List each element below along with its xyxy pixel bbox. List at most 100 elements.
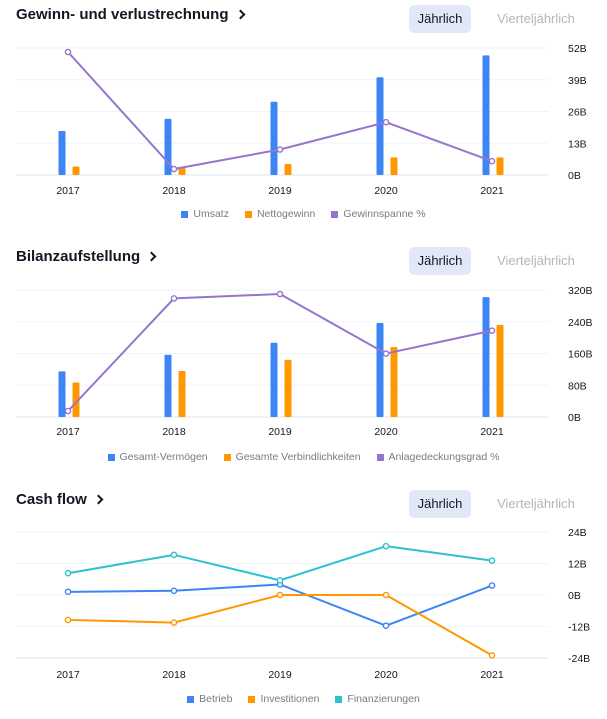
income-chart: 52B 39B 26B 13B 0B 2017 2018 2019 2020 2021 <box>16 43 587 197</box>
bar-gesamt-verm-gen <box>482 297 490 417</box>
x-tick-label: 2021 <box>480 426 504 438</box>
line-point <box>382 622 390 630</box>
legend-umsatz-swatch <box>181 210 189 218</box>
bar-gesamt-verm-gen <box>164 354 172 417</box>
line-point <box>276 290 284 298</box>
y-tick-label: 320B <box>568 285 593 297</box>
legend-gesamt-vermoegen-swatch <box>107 453 115 461</box>
line-point <box>276 146 284 153</box>
y-tick-label: 240B <box>568 317 593 329</box>
x-tick-label: 2019 <box>268 426 292 438</box>
legend-finanzierungen-swatch <box>335 695 343 703</box>
x-tick-label: 2020 <box>374 185 398 197</box>
cash-flow-section: Cash flow Jährlich Vierteljährlich 24B 12… <box>0 485 607 719</box>
line-point <box>382 118 390 126</box>
legend-anlagedeckungsgrad[interactable]: Anlagedeckungsgrad % <box>376 451 500 463</box>
line-point <box>170 165 178 173</box>
legend-gesamt-vermoegen[interactable]: Gesamt-Vermögen <box>107 451 208 463</box>
cash-quarterly-toggle[interactable]: Vierteljährlich <box>497 496 575 511</box>
legend-betrieb-label: Betrieb <box>199 693 233 705</box>
bar-gesamt-verm-gen <box>270 342 278 417</box>
line-point <box>64 407 72 415</box>
line-point <box>382 350 390 357</box>
bar-gesamte-verbindlichkeiten <box>72 382 80 417</box>
y-tick-label: 0B <box>568 590 581 602</box>
bar-umsatz <box>164 118 172 175</box>
income-title: Gewinn- und verlustrechnung <box>16 6 229 23</box>
line-point <box>64 569 72 577</box>
income-header: Gewinn- und verlustrechnung Jährlich Vie… <box>0 0 607 40</box>
legend-investitionen-label: Investitionen <box>260 693 320 705</box>
x-tick-label: 2020 <box>374 669 398 681</box>
line-point <box>64 48 72 56</box>
bar-umsatz <box>270 101 278 175</box>
line-point <box>382 542 390 550</box>
balance-title-link[interactable]: Bilanzaufstellung <box>16 248 157 265</box>
legend-betrieb-swatch <box>187 695 195 703</box>
legend-investitionen[interactable]: Investitionen <box>248 693 319 705</box>
y-tick-label: 0B <box>568 170 581 182</box>
balance-quarterly-toggle[interactable]: Vierteljährlich <box>497 253 575 268</box>
balance-legend: Gesamt-Vermögen Gesamte Verbindlichkeite… <box>0 451 607 463</box>
legend-gewinnspanne-swatch <box>331 210 339 218</box>
bar-nettogewinn <box>178 167 186 175</box>
income-quarterly-toggle[interactable]: Vierteljährlich <box>497 11 575 26</box>
bar-nettogewinn <box>496 157 504 175</box>
legend-umsatz[interactable]: Umsatz <box>181 208 229 220</box>
line-point <box>170 619 178 626</box>
line-point <box>382 591 390 599</box>
bar-umsatz <box>58 131 66 175</box>
chevron-right-icon <box>146 251 157 262</box>
x-tick-label: 2019 <box>268 185 292 197</box>
line-point <box>170 551 178 559</box>
legend-finanzierungen[interactable]: Finanzierungen <box>335 693 420 705</box>
line-anlagedeckungsgrad- <box>67 292 493 412</box>
line-point <box>488 582 496 589</box>
cash-title-link[interactable]: Cash flow <box>16 491 104 508</box>
cash-header: Cash flow Jährlich Vierteljährlich <box>0 485 607 525</box>
y-tick-label: -24B <box>568 653 590 665</box>
y-tick-label: 13B <box>568 138 587 150</box>
line-point <box>276 591 284 599</box>
chevron-right-icon <box>93 494 104 505</box>
x-tick-label: 2020 <box>374 426 398 438</box>
y-tick-label: 26B <box>568 107 587 119</box>
x-tick-label: 2017 <box>56 185 80 197</box>
balance-annual-toggle[interactable]: Jährlich <box>409 247 471 275</box>
bar-gesamte-verbindlichkeiten <box>496 324 504 417</box>
income-title-link[interactable]: Gewinn- und verlustrechnung <box>16 6 245 23</box>
y-tick-label: 80B <box>568 380 587 392</box>
line-point <box>64 616 72 624</box>
x-tick-label: 2017 <box>56 426 80 438</box>
line-investitionen <box>67 594 493 657</box>
x-tick-label: 2019 <box>268 669 292 681</box>
x-tick-label: 2021 <box>480 185 504 197</box>
legend-investitionen-swatch <box>248 695 256 703</box>
legend-gewinnspanne[interactable]: Gewinnspanne % <box>331 208 426 220</box>
legend-verbindlichkeiten-label: Gesamte Verbindlichkeiten <box>235 451 361 463</box>
bar-gesamte-verbindlichkeiten <box>178 370 186 417</box>
bar-umsatz <box>482 55 490 176</box>
legend-finanzierungen-label: Finanzierungen <box>347 693 420 705</box>
balance-title: Bilanzaufstellung <box>16 248 141 265</box>
bar-gesamt-verm-gen <box>376 322 384 417</box>
chevron-right-icon <box>235 9 245 20</box>
legend-nettogewinn[interactable]: Nettogewinn <box>244 208 315 220</box>
legend-nettogewinn-swatch <box>244 210 252 218</box>
legend-anlagedeckungsgrad-swatch <box>376 453 384 461</box>
legend-gewinnspanne-label: Gewinnspanne % <box>343 208 426 220</box>
balance-header: Bilanzaufstellung Jährlich Vierteljährli… <box>0 242 607 282</box>
legend-verbindlichkeiten[interactable]: Gesamte Verbindlichkeiten <box>223 451 361 463</box>
y-tick-label: 52B <box>568 43 587 55</box>
legend-anlagedeckungsgrad-label: Anlagedeckungsgrad % <box>388 451 500 463</box>
legend-verbindlichkeiten-swatch <box>223 453 231 461</box>
legend-betrieb[interactable]: Betrieb <box>187 693 232 705</box>
cash-annual-toggle[interactable]: Jährlich <box>409 490 471 518</box>
income-annual-toggle[interactable]: Jährlich <box>409 5 471 33</box>
income-statement-section: Gewinn- und verlustrechnung Jährlich Vie… <box>0 0 607 242</box>
x-tick-label: 2017 <box>56 669 80 681</box>
legend-gesamt-vermoegen-label: Gesamt-Vermögen <box>119 451 208 463</box>
line-point <box>64 588 72 596</box>
balance-chart: 320B 240B 160B 80B 0B 2017 2018 2019 2020 2021 <box>16 285 593 438</box>
bar-nettogewinn <box>284 164 292 175</box>
